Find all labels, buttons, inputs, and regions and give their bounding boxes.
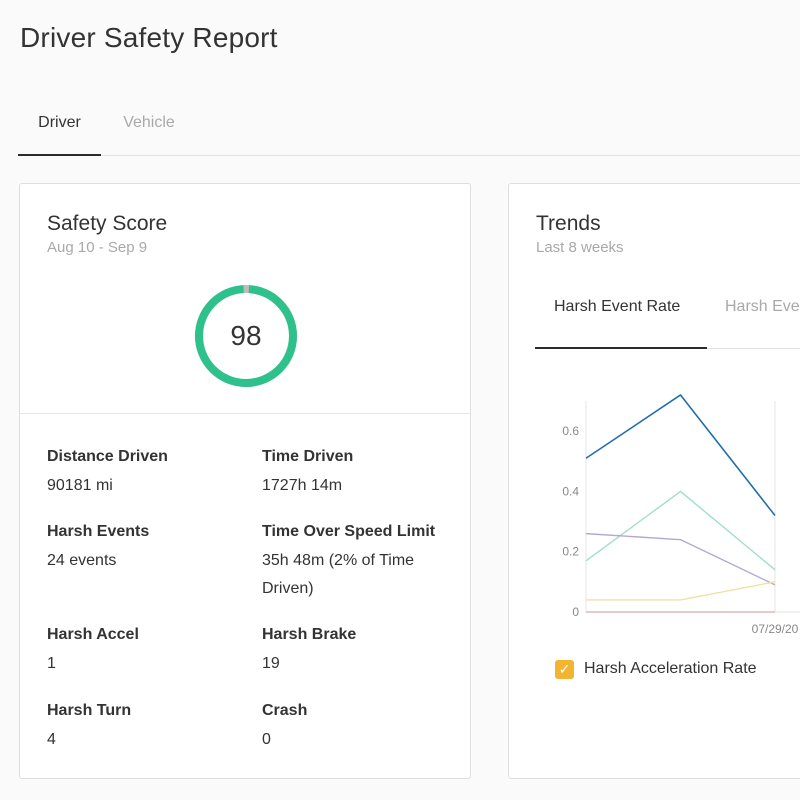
stat-label-crash: Crash xyxy=(262,702,308,719)
tab-harsh-events[interactable]: Harsh Eve xyxy=(725,298,800,315)
stat-value-time-driven: 1727h 14m xyxy=(262,477,343,494)
trends-range: Last 8 weeks xyxy=(536,239,624,256)
safety-score-title: Safety Score xyxy=(47,212,168,235)
series-line-2 xyxy=(585,490,776,571)
stat-value-over-speed: 35h 48m (2% of Time Driven) xyxy=(262,552,415,597)
stat-value-crash: 0 xyxy=(262,731,271,748)
stat-value-distance: 90181 mi xyxy=(47,477,113,494)
tab-harsh-event-rate[interactable]: Harsh Event Rate xyxy=(554,298,681,315)
tab-vehicle[interactable]: Vehicle xyxy=(123,114,175,131)
y-tick-label: 0.6 xyxy=(562,424,579,438)
stat-value-harsh-accel: 1 xyxy=(47,655,56,672)
y-tick-label: 0.2 xyxy=(562,545,579,559)
safety-score-range: Aug 10 - Sep 9 xyxy=(47,239,148,256)
card-divider xyxy=(20,413,470,414)
series-line-4 xyxy=(586,581,776,601)
trends-title: Trends xyxy=(536,212,601,235)
y-tick-label: 0 xyxy=(572,605,579,619)
stat-value-harsh-events: 24 events xyxy=(47,552,117,569)
legend-label: Harsh Acceleration Rate xyxy=(584,660,757,677)
stat-label-time-driven: Time Driven xyxy=(262,448,354,465)
stat-label-harsh-events: Harsh Events xyxy=(47,523,150,540)
y-tick-label: 0.4 xyxy=(562,484,579,498)
stat-label-harsh-accel: Harsh Accel xyxy=(47,626,139,643)
stat-label-harsh-turn: Harsh Turn xyxy=(47,702,132,719)
stat-label-harsh-brake: Harsh Brake xyxy=(262,626,357,643)
report-tabs: Driver Vehicle xyxy=(18,100,800,156)
stat-label-over-speed: Time Over Speed Limit xyxy=(262,523,436,540)
x-tick-label: 07/29/20 xyxy=(752,622,799,636)
series-line-1 xyxy=(585,394,776,517)
page-title: Driver Safety Report xyxy=(20,22,278,53)
safety-score-card: Safety Score Aug 10 - Sep 9 98 Distance … xyxy=(19,183,471,779)
safety-score-value: 98 xyxy=(230,320,262,351)
legend-checkbox[interactable]: ✓ xyxy=(555,660,574,679)
tab-driver[interactable]: Driver xyxy=(18,100,101,156)
trends-card: Trends Last 8 weeks Harsh Event Rate Har… xyxy=(508,183,800,779)
score-ring xyxy=(195,285,297,387)
series-line-3 xyxy=(585,532,776,586)
stat-value-harsh-brake: 19 xyxy=(262,655,280,672)
trend-line-chart: 0.6 0.4 0.2 0 07/29/20 xyxy=(562,394,800,636)
stat-value-harsh-turn: 4 xyxy=(47,731,56,748)
active-tab-indicator xyxy=(535,347,707,349)
stat-label-distance: Distance Driven xyxy=(47,448,168,465)
